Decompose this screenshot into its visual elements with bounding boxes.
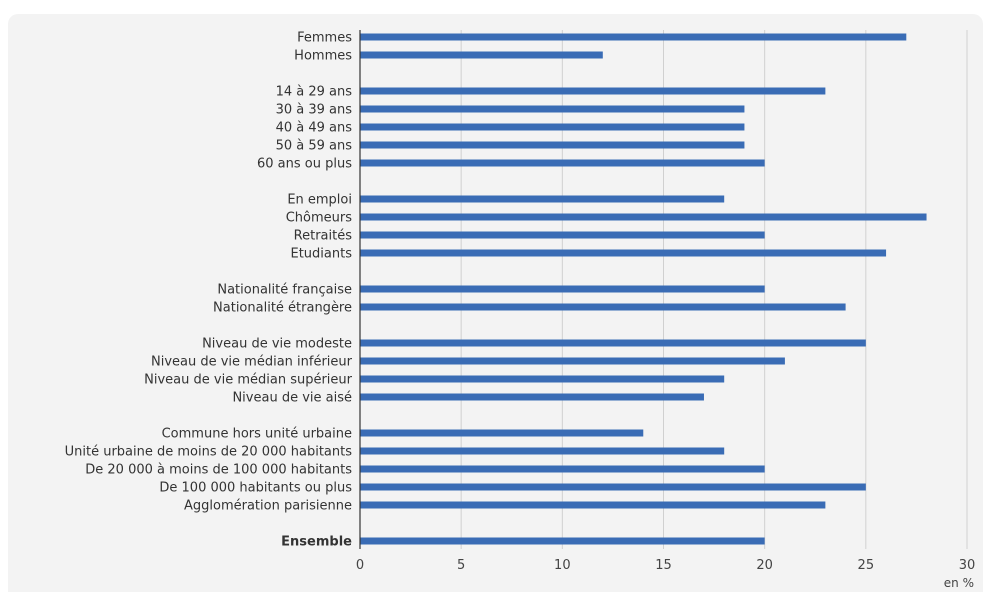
x-tick-label: 15 (655, 558, 672, 573)
category-label: Femmes (297, 31, 352, 46)
category-label: Niveau de vie modeste (202, 337, 352, 352)
bar (360, 87, 826, 95)
bar (360, 393, 704, 401)
category-label: Niveau de vie aisé (232, 391, 352, 406)
bar (360, 231, 765, 239)
bars (360, 33, 927, 545)
category-label: Retraités (294, 229, 353, 244)
bar (360, 357, 785, 365)
x-tick-label: 0 (356, 558, 364, 573)
bar (360, 339, 866, 347)
bar (360, 33, 907, 41)
bar (360, 105, 745, 113)
x-tick-label: 10 (554, 558, 571, 573)
category-label: 50 à 59 ans (276, 139, 353, 154)
bar (360, 51, 603, 59)
x-tick-labels: 0 5 10 15 20 25 30 (356, 558, 975, 573)
category-label: Commune hors unité urbaine (162, 427, 352, 442)
category-label: Etudiants (291, 247, 353, 262)
x-tick-label: 30 (959, 558, 976, 573)
category-label: Hommes (294, 49, 352, 64)
category-label: Nationalité française (217, 283, 352, 298)
x-tick-label: 5 (457, 558, 465, 573)
category-label: 40 à 49 ans (276, 121, 353, 136)
category-label: Chômeurs (286, 211, 353, 226)
category-label: De 20 000 à moins de 100 000 habitants (85, 463, 352, 478)
category-label: En emploi (287, 193, 352, 208)
category-labels: Femmes Hommes 14 à 29 ans 30 à 39 ans 40 à 4… (65, 31, 353, 550)
bar (360, 375, 725, 383)
bar (360, 483, 866, 491)
category-label: 30 à 39 ans (276, 103, 353, 118)
bar (360, 465, 765, 473)
bar (360, 537, 765, 545)
category-label: Unité urbaine de moins de 20 000 habitan… (65, 445, 353, 460)
bar (360, 429, 644, 437)
bar (360, 123, 745, 131)
category-label: Niveau de vie médian inférieur (151, 355, 353, 370)
category-label: De 100 000 habitants ou plus (159, 481, 352, 496)
x-tick-label: 20 (756, 558, 773, 573)
category-label: 60 ans ou plus (257, 157, 352, 172)
bar (360, 447, 725, 455)
category-label: 14 à 29 ans (276, 85, 353, 100)
bar (360, 195, 725, 203)
x-axis-unit: en % (944, 576, 974, 590)
bar (360, 141, 745, 149)
category-label: Nationalité étrangère (213, 301, 352, 316)
bar (360, 303, 846, 311)
category-label: Ensemble (281, 535, 352, 550)
bar (360, 501, 826, 509)
bar (360, 285, 765, 293)
category-label: Niveau de vie médian supérieur (144, 373, 353, 388)
bar (360, 249, 887, 257)
category-label: Agglomération parisienne (184, 499, 352, 514)
x-tick-label: 25 (858, 558, 875, 573)
bar (360, 213, 927, 221)
bar (360, 159, 765, 167)
